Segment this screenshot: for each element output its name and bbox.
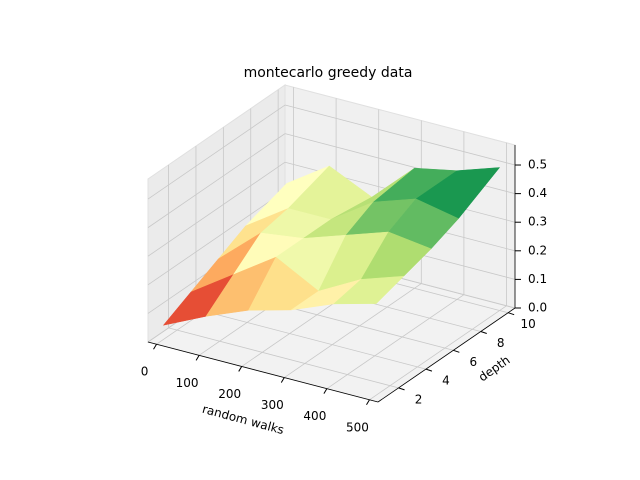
x-tick: [238, 366, 243, 372]
x-tick-label: 0: [141, 365, 149, 379]
grid-line: [326, 294, 465, 389]
x-tick: [366, 399, 370, 406]
y-tick-label: 10: [521, 317, 536, 331]
y-tick-label: 8: [497, 336, 505, 350]
y-tick-label: 2: [415, 392, 423, 406]
z-tick-label: 0.4: [528, 186, 547, 200]
z-tick-label: 0.1: [528, 272, 547, 286]
axis-line: [147, 341, 379, 403]
y-tick: [425, 368, 433, 372]
x-tick-label: 500: [346, 420, 369, 434]
grid-line: [284, 104, 516, 166]
chart-title: montecarlo greedy data: [244, 65, 413, 81]
grid-line: [147, 190, 286, 286]
grid-line: [147, 133, 286, 228]
y-tick: [507, 312, 515, 316]
y-tick-label: 6: [470, 355, 478, 369]
grid-line: [147, 161, 286, 257]
x-tick: [153, 343, 157, 350]
z-tick-label: 0.5: [528, 158, 547, 172]
y-tick: [480, 331, 487, 334]
y-tick: [453, 349, 460, 353]
y-tick-label: 4: [442, 374, 450, 388]
y-axis-label: depth: [476, 353, 513, 385]
surface-patch: [333, 275, 405, 305]
z-tick-label: 0.0: [528, 301, 547, 315]
x-tick: [323, 388, 328, 394]
x-tick-label: 100: [176, 376, 199, 390]
x-tick: [195, 355, 200, 361]
z-tick-label: 0.2: [528, 243, 547, 257]
axis-line: [377, 307, 516, 403]
y-tick: [398, 387, 405, 391]
grid-line: [168, 327, 399, 389]
grid-line: [195, 308, 427, 370]
grid-line: [284, 283, 422, 378]
grid-line: [369, 305, 507, 401]
z-tick-label: 0.3: [528, 215, 547, 229]
x-tick-label: 200: [218, 387, 241, 401]
x-tick-label: 300: [261, 398, 284, 412]
grid-line: [147, 104, 286, 200]
x-tick: [280, 377, 285, 383]
x-tick-label: 400: [303, 409, 326, 423]
